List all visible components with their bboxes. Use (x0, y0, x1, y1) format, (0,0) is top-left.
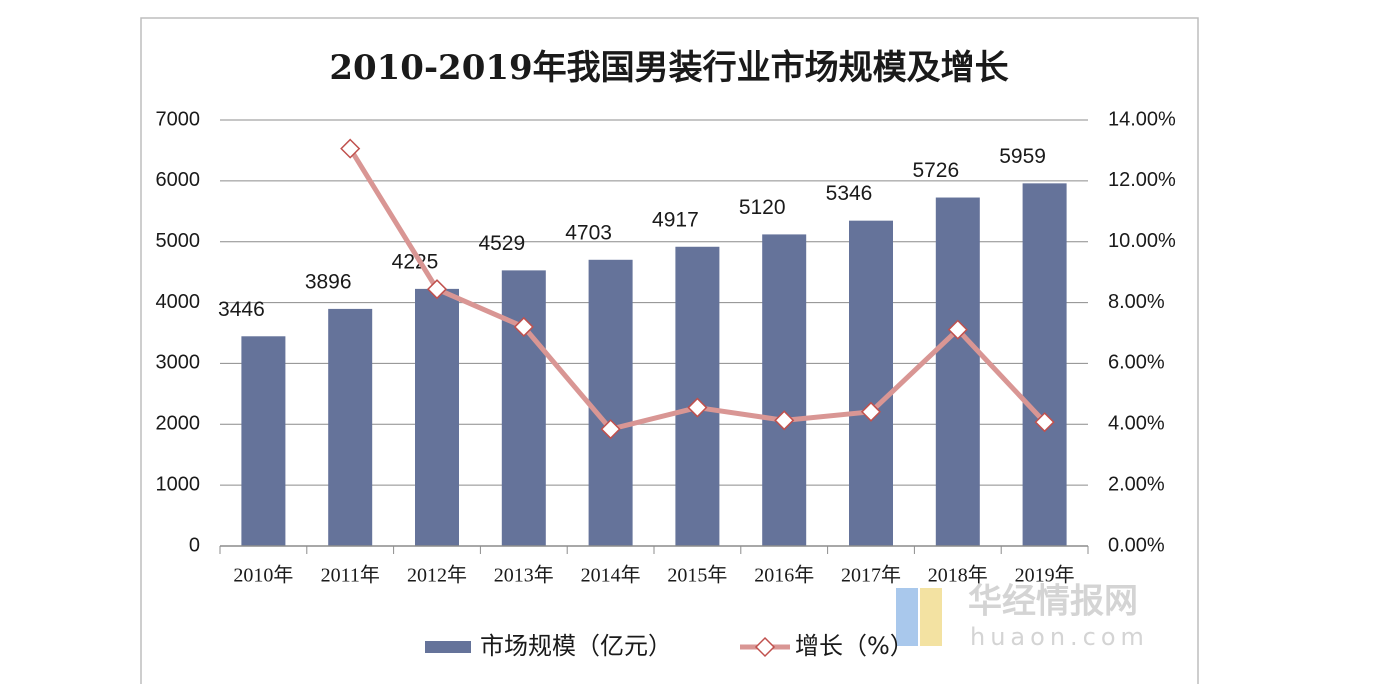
bar (675, 246, 720, 546)
bar (241, 336, 286, 546)
chart-frame (140, 17, 1199, 684)
x-tick-label: 2013年 (494, 564, 554, 587)
y-tick-label: 6000 (156, 169, 201, 191)
y2-tick-label: 14.00% (1108, 108, 1176, 130)
bar (588, 259, 633, 546)
x-tick-label: 2014年 (581, 564, 641, 587)
line-marker (600, 419, 621, 440)
y-tick-label: 1000 (156, 473, 201, 495)
value-label: 4917 (652, 208, 699, 231)
bar (935, 197, 980, 547)
bar (328, 308, 373, 546)
value-label: 5120 (739, 196, 786, 219)
y2-tick-label: 2.00% (1108, 473, 1165, 495)
watermark-icon (920, 588, 942, 646)
value-label: 3446 (218, 298, 265, 321)
watermark-name: 华经情报网 (968, 582, 1138, 622)
y-tick-label: 3000 (156, 352, 201, 374)
x-tick-label: 2011年 (321, 564, 380, 587)
y-tick-label: 7000 (156, 108, 201, 130)
y2-tick-label: 0.00% (1108, 534, 1165, 556)
y-tick-label: 2000 (156, 413, 201, 435)
y2-tick-label: 4.00% (1108, 413, 1165, 435)
watermark: 华经情报网 huaon.com (896, 582, 1149, 651)
y-tick-label: 5000 (156, 230, 201, 252)
line-marker (426, 279, 448, 300)
x-tick-label: 2018年 (928, 564, 988, 587)
bar (762, 234, 807, 546)
y2-tick-label: 6.00% (1108, 352, 1165, 374)
value-label: 5959 (999, 145, 1046, 168)
value-label: 5726 (912, 159, 959, 182)
x-tick-label: 2010年 (233, 564, 293, 587)
legend-label: 市场规模（亿元） (480, 632, 672, 660)
y-tick-label: 0 (189, 534, 200, 556)
line-marker (687, 397, 708, 418)
line-marker (340, 138, 361, 159)
line-marker (860, 401, 882, 422)
x-tick-label: 2017年 (841, 564, 901, 587)
x-tick-label: 2019年 (1015, 564, 1075, 587)
bar (415, 288, 459, 546)
y2-tick-label: 12.00% (1108, 169, 1176, 191)
legend-swatch (754, 636, 776, 658)
watermark-icon (896, 588, 918, 646)
watermark-url: huaon.com (970, 623, 1149, 651)
x-tick-label: 2015年 (667, 564, 727, 587)
line-marker (947, 319, 968, 340)
value-label: 4225 (392, 250, 439, 273)
line-marker (513, 316, 534, 337)
legend-label: 增长（%） (795, 632, 914, 660)
y2-tick-label: 10.00% (1108, 230, 1176, 252)
chart-title: 2010-2019年我国男装行业市场规模及增长 (329, 48, 1008, 88)
x-tick-label: 2012年 (407, 564, 467, 587)
value-label: 5346 (826, 182, 873, 205)
x-tick-label: 2016年 (754, 564, 814, 587)
legend-swatch (425, 641, 471, 653)
value-label: 3896 (305, 270, 352, 293)
bar (849, 220, 893, 546)
value-label: 4529 (478, 232, 525, 255)
value-label: 4703 (565, 221, 612, 244)
bar (501, 270, 546, 546)
line-marker (774, 410, 795, 431)
line-marker (1034, 412, 1055, 433)
bar (1022, 183, 1067, 546)
y2-tick-label: 8.00% (1108, 291, 1165, 313)
y-tick-label: 4000 (156, 291, 201, 313)
